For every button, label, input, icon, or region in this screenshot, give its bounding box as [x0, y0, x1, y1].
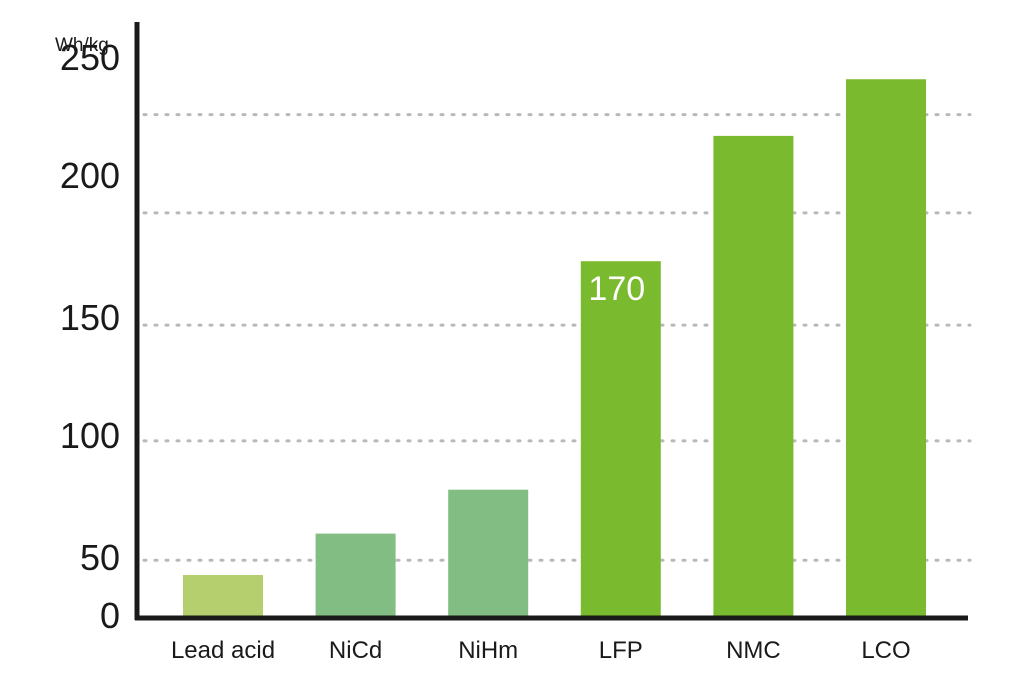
bars	[183, 79, 926, 617]
y-tick-50: 50	[80, 537, 120, 578]
bar-lead-acid	[183, 575, 263, 616]
data-labels: 170	[588, 270, 645, 308]
x-axis-ticks: Lead acid NiCd NiHm LFP NMC LCO	[171, 637, 911, 664]
x-tick-nihm: NiHm	[458, 637, 518, 664]
y-tick-250: 250	[60, 37, 120, 78]
data-label-lfp: 170	[588, 270, 645, 308]
bar-nicd	[315, 533, 396, 616]
x-tick-lco: LCO	[861, 637, 910, 664]
y-axis-unit-label: Wh/kg	[55, 35, 109, 56]
x-tick-nicd: NiCd	[329, 637, 382, 664]
y-tick-100: 100	[60, 415, 120, 456]
y-tick-150: 150	[60, 297, 120, 338]
bar-lfp	[580, 261, 661, 616]
bar-nihm	[448, 489, 529, 616]
x-tick-lfp: LFP	[599, 637, 643, 664]
x-tick-nmc: NMC	[726, 637, 781, 664]
bar-nmc	[713, 135, 794, 616]
y-tick-0: 0	[100, 595, 120, 636]
x-tick-lead-acid: Lead acid	[171, 637, 275, 664]
bar-lco	[846, 79, 926, 617]
y-tick-200: 200	[60, 155, 120, 196]
y-axis-ticks: 0 50 100 150 200 250	[60, 37, 120, 636]
